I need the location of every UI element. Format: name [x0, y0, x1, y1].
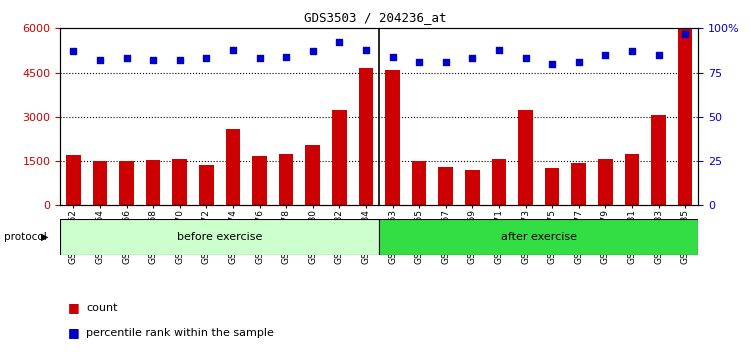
- Bar: [379, 219, 698, 255]
- Bar: [279, 154, 294, 205]
- Text: GDS3503 / 204236_at: GDS3503 / 204236_at: [304, 11, 447, 24]
- Bar: [572, 163, 586, 205]
- Point: [68, 48, 80, 54]
- Point: [333, 40, 345, 45]
- Bar: [385, 70, 400, 205]
- Point: [440, 59, 452, 65]
- Bar: [651, 115, 666, 205]
- Bar: [544, 167, 559, 205]
- Bar: [412, 161, 427, 205]
- Bar: [119, 161, 134, 205]
- Point: [413, 59, 425, 65]
- Bar: [439, 167, 453, 205]
- Bar: [225, 129, 240, 205]
- Text: ■: ■: [68, 302, 80, 314]
- Point: [121, 56, 133, 61]
- Point: [546, 61, 558, 67]
- Point: [679, 31, 691, 36]
- Point: [599, 52, 611, 58]
- Point: [360, 47, 372, 52]
- Text: percentile rank within the sample: percentile rank within the sample: [86, 328, 274, 338]
- Text: count: count: [86, 303, 118, 313]
- Text: ▶: ▶: [41, 232, 49, 242]
- Bar: [60, 219, 379, 255]
- Point: [306, 48, 318, 54]
- Bar: [598, 159, 613, 205]
- Bar: [678, 28, 692, 205]
- Point: [280, 54, 292, 59]
- Point: [254, 56, 266, 61]
- Bar: [465, 170, 480, 205]
- Text: before exercise: before exercise: [177, 232, 262, 242]
- Bar: [146, 160, 161, 205]
- Bar: [173, 159, 187, 205]
- Bar: [518, 110, 533, 205]
- Bar: [492, 159, 506, 205]
- Point: [466, 56, 478, 61]
- Point: [201, 56, 213, 61]
- Point: [94, 57, 106, 63]
- Point: [493, 47, 505, 52]
- Text: ■: ■: [68, 326, 80, 339]
- Point: [573, 59, 585, 65]
- Bar: [92, 161, 107, 205]
- Point: [626, 48, 638, 54]
- Bar: [306, 145, 320, 205]
- Point: [147, 57, 159, 63]
- Bar: [66, 155, 80, 205]
- Point: [173, 57, 185, 63]
- Text: after exercise: after exercise: [501, 232, 577, 242]
- Bar: [252, 156, 267, 205]
- Bar: [199, 165, 214, 205]
- Bar: [625, 154, 639, 205]
- Bar: [359, 68, 373, 205]
- Point: [387, 54, 399, 59]
- Text: protocol: protocol: [4, 232, 47, 242]
- Point: [227, 47, 239, 52]
- Bar: [332, 110, 347, 205]
- Point: [520, 56, 532, 61]
- Point: [653, 52, 665, 58]
